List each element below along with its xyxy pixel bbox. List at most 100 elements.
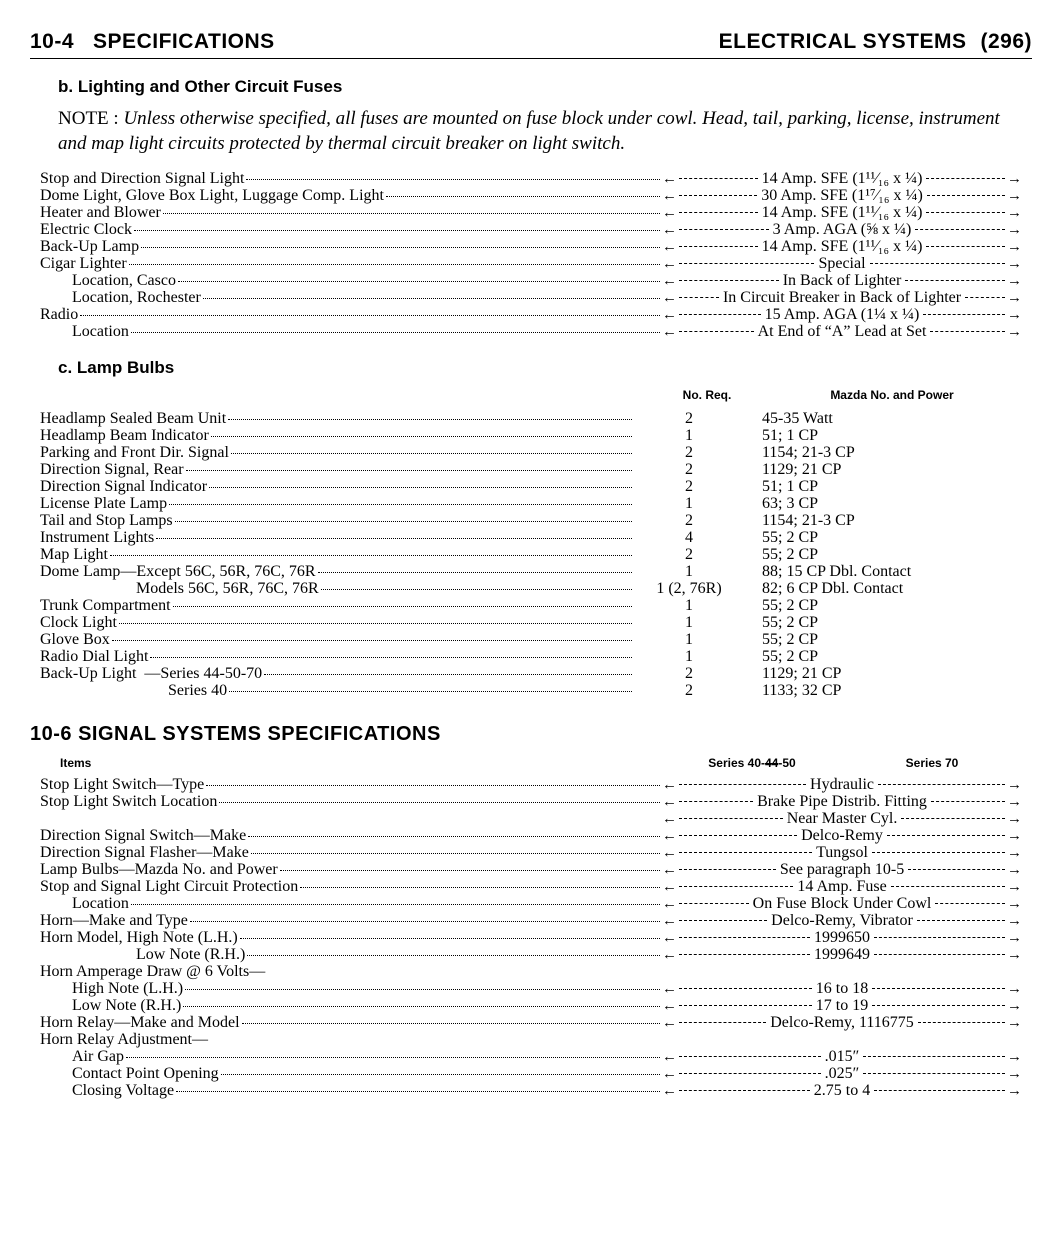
dot-leader: [163, 213, 660, 214]
row-label: Instrument Lights: [40, 529, 154, 547]
value-text: 1999649: [812, 946, 872, 964]
row-qty: 1 (2, 76R): [634, 580, 744, 598]
row-label: Headlamp Beam Indicator: [40, 427, 209, 445]
row-qty: 1: [634, 427, 744, 445]
arrow-right-icon: →: [1007, 1015, 1022, 1032]
row-label: Location, Rochester: [40, 289, 201, 307]
row-label: Electric Clock: [40, 221, 132, 239]
dot-leader: [264, 674, 632, 675]
lamp-row: Clock Light155; 2 CP: [40, 614, 1022, 631]
row-value: 55; 2 CP: [744, 631, 1022, 649]
signal-col3-header: Series 70: [842, 756, 1022, 770]
arrow-left-icon: ←: [662, 239, 677, 256]
arrow-right-icon: →: [1007, 1049, 1022, 1066]
row-value-cell: ←17 to 19→: [662, 997, 1022, 1015]
value-text: 14 Amp. SFE (1¹¹⁄₁₆ x ¼): [760, 204, 925, 222]
lamp-table-header: No. Req. Mazda No. and Power: [40, 388, 1022, 402]
arrow-left-icon: ←: [662, 879, 677, 896]
row-label: Dome Lamp—Except 56C, 56R, 76C, 76R: [40, 563, 316, 581]
arrow-right-icon: →: [1007, 1066, 1022, 1083]
dot-leader: [203, 298, 660, 299]
row-value: 55; 2 CP: [744, 546, 1022, 564]
lamp-row: Models 56C, 56R, 76C, 76R1 (2, 76R)82; 6…: [40, 580, 1022, 597]
dot-leader: [251, 853, 660, 854]
dot-leader: [231, 453, 632, 454]
arrow-left-icon: ←: [662, 913, 677, 930]
fuses-spec-block: Stop and Direction Signal Light←14 Amp. …: [40, 170, 1022, 340]
row-label: Stop Light Switch—Type: [40, 776, 204, 794]
row-label: Back-Up Light —Series 44-50-70: [40, 665, 262, 683]
row-qty: 2: [634, 512, 744, 530]
row-value-cell: ←2.75 to 4→: [662, 1082, 1022, 1100]
row-label: Tail and Stop Lamps: [40, 512, 173, 530]
row-label: Map Light: [40, 546, 108, 564]
row-label: Low Note (R.H.): [40, 946, 245, 964]
row-value-cell: ←3 Amp. AGA (⅝ x ¼)→: [662, 221, 1022, 239]
signal-row: Closing Voltage←2.75 to 4→: [40, 1082, 1022, 1099]
fuse-row: Electric Clock ←3 Amp. AGA (⅝ x ¼)→: [40, 221, 1022, 238]
arrow-left-icon: ←: [662, 862, 677, 879]
dot-leader: [221, 1074, 660, 1075]
row-label: Parking and Front Dir. Signal: [40, 444, 229, 462]
row-value: 55; 2 CP: [744, 529, 1022, 547]
row-value-cell: ←Delco-Remy, 1116775→: [662, 1014, 1022, 1032]
row-value: 51; 1 CP: [744, 427, 1022, 445]
dot-leader: [129, 264, 660, 265]
row-label: Horn Model, High Note (L.H.): [40, 929, 238, 947]
value-text: Tungsol: [814, 844, 870, 862]
note-label: NOTE :: [58, 108, 123, 129]
row-value-cell: ←See paragraph 10-5→: [662, 861, 1022, 879]
lamp-row: Direction Signal, Rear21129; 21 CP: [40, 461, 1022, 478]
dot-leader: [386, 196, 660, 197]
arrow-left-icon: ←: [662, 811, 677, 828]
row-value: 55; 2 CP: [744, 614, 1022, 632]
arrow-left-icon: ←: [662, 290, 677, 307]
lamp-row: Headlamp Sealed Beam Unit245-35 Watt: [40, 410, 1022, 427]
row-value-cell: ←Tungsol→: [662, 844, 1022, 862]
fuse-row: Heater and Blower←14 Amp. SFE (1¹¹⁄₁₆ x …: [40, 204, 1022, 221]
row-value: 82; 6 CP Dbl. Contact: [744, 580, 1022, 598]
dot-leader: [206, 785, 660, 786]
dot-leader: [175, 521, 632, 522]
dot-leader: [185, 989, 660, 990]
value-text: 17 to 19: [814, 997, 870, 1015]
arrow-left-icon: ←: [662, 205, 677, 222]
arrow-right-icon: →: [1007, 862, 1022, 879]
row-label: Direction Signal, Rear: [40, 461, 184, 479]
arrow-right-icon: →: [1007, 188, 1022, 205]
fuse-row: Cigar Lighter←Special→: [40, 255, 1022, 272]
arrow-right-icon: →: [1007, 896, 1022, 913]
arrow-right-icon: →: [1007, 273, 1022, 290]
items-heading-text: Items: [60, 756, 91, 770]
row-value-cell: ←15 Amp. AGA (1¼ x ¼)→: [662, 306, 1022, 324]
value-text: In Circuit Breaker in Back of Lighter: [721, 289, 963, 307]
dot-leader: [247, 955, 660, 956]
lamp-col3-header: Mazda No. and Power: [762, 388, 1022, 402]
row-value: 63; 3 CP: [744, 495, 1022, 513]
row-label: Direction Signal Indicator: [40, 478, 207, 496]
value-text: In Back of Lighter: [781, 272, 904, 290]
signal-row: Horn Amperage Draw @ 6 Volts—: [40, 963, 1022, 980]
header-left-title: SPECIFICATIONS: [93, 30, 275, 53]
arrow-right-icon: →: [1007, 981, 1022, 998]
arrow-right-icon: →: [1007, 777, 1022, 794]
row-value-cell: ←14 Amp. Fuse→: [662, 878, 1022, 896]
arrow-right-icon: →: [1007, 222, 1022, 239]
value-text: Hydraulic: [808, 776, 876, 794]
section-b-heading: b. Lighting and Other Circuit Fuses: [58, 77, 1032, 97]
dot-leader: [150, 657, 632, 658]
lamp-rows-container: Headlamp Sealed Beam Unit245-35 WattHead…: [40, 410, 1022, 699]
value-text: Near Master Cyl.: [785, 810, 900, 828]
signal-row: Low Note (R.H.)←17 to 19→: [40, 997, 1022, 1014]
row-label: Stop Light Switch Location: [40, 793, 217, 811]
row-value-cell: ←In Back of Lighter→: [662, 272, 1022, 290]
row-value-cell: ←In Circuit Breaker in Back of Lighter→: [662, 289, 1022, 307]
arrow-left-icon: ←: [662, 777, 677, 794]
signal-row: Stop Light Switch Location←Brake Pipe Di…: [40, 793, 1022, 810]
value-text: 14 Amp. Fuse: [795, 878, 888, 896]
arrow-right-icon: →: [1007, 307, 1022, 324]
signal-row: ←Near Master Cyl.→: [40, 810, 1022, 827]
row-label: Contact Point Opening: [40, 1065, 219, 1083]
row-value-cell: ←30 Amp. SFE (1¹⁷⁄₁₆ x ¼)→: [662, 187, 1022, 205]
row-value-cell: ←Near Master Cyl.→: [662, 810, 1022, 828]
